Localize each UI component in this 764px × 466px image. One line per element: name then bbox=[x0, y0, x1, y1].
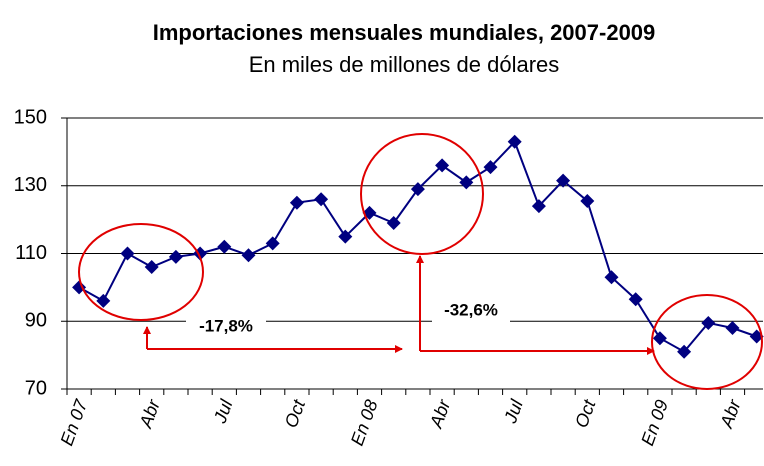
annotation-shapes bbox=[78, 133, 763, 390]
data-point bbox=[580, 193, 595, 208]
data-point bbox=[628, 292, 643, 307]
chart-title: Importaciones mensuales mundiales, 2007-… bbox=[153, 20, 656, 45]
x-tick-label: Oct bbox=[571, 396, 600, 430]
plot-area: 70 90 110 130 150 En 07 Abr Jul Oct En 08 Abr Jul Oc… bbox=[14, 106, 764, 448]
label-box bbox=[186, 315, 266, 339]
data-point bbox=[168, 249, 183, 264]
x-tick-label: En 07 bbox=[56, 396, 91, 448]
data-point bbox=[604, 270, 619, 285]
x-tick-label: En 08 bbox=[347, 397, 382, 448]
highlight-ellipse bbox=[651, 294, 763, 390]
data-point bbox=[96, 293, 111, 308]
label-box bbox=[432, 299, 510, 323]
data-point bbox=[314, 192, 329, 207]
annotation-label: -32,6% bbox=[444, 300, 498, 319]
data-point bbox=[265, 236, 280, 251]
data-point bbox=[652, 331, 667, 346]
data-point bbox=[531, 199, 546, 214]
data-point bbox=[72, 280, 87, 295]
x-tick-label: Oct bbox=[281, 396, 310, 430]
x-tick-label: Abr bbox=[426, 396, 455, 431]
data-point bbox=[144, 260, 159, 275]
y-tick-label: 110 bbox=[15, 242, 47, 264]
highlight-ellipse bbox=[78, 223, 204, 321]
y-tick-label: 90 bbox=[25, 310, 47, 332]
data-point bbox=[459, 175, 474, 190]
data-point bbox=[725, 321, 740, 336]
y-tick-label: 70 bbox=[25, 377, 47, 399]
annotation-label: -17,8% bbox=[199, 316, 253, 335]
chart-subtitle: En miles de millones de dólares bbox=[249, 52, 560, 77]
data-point bbox=[507, 134, 522, 149]
y-tick-label: 130 bbox=[14, 174, 47, 196]
data-point bbox=[120, 246, 135, 261]
highlight-ellipse bbox=[360, 133, 484, 255]
x-tick-label: Jul bbox=[210, 396, 237, 426]
data-point bbox=[241, 248, 256, 263]
y-tick-label: 150 bbox=[14, 106, 47, 128]
data-point bbox=[338, 229, 353, 244]
data-point bbox=[386, 216, 401, 231]
series-line bbox=[78, 139, 758, 354]
data-point bbox=[435, 158, 450, 173]
data-point bbox=[217, 239, 232, 254]
x-tick-label: Abr bbox=[716, 396, 745, 431]
x-tick-label: Abr bbox=[135, 396, 164, 431]
data-point bbox=[410, 182, 425, 197]
data-point bbox=[289, 195, 304, 210]
data-point bbox=[701, 315, 716, 330]
x-tick-label: Jul bbox=[500, 396, 527, 426]
data-point bbox=[556, 173, 571, 188]
data-point bbox=[483, 160, 498, 175]
x-tick-label: En 09 bbox=[637, 397, 672, 448]
data-point bbox=[677, 344, 692, 359]
